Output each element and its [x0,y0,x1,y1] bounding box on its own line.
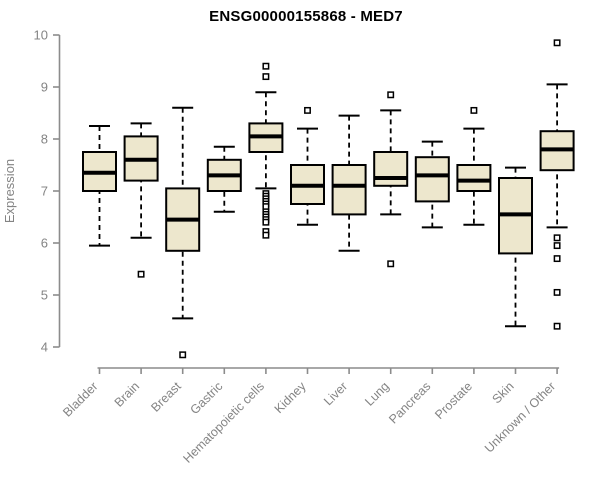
outlier-point [387,260,395,268]
outlier-point [553,288,561,296]
x-category-label: Gastric [188,379,226,417]
x-category-label: Liver [321,379,350,408]
outlier-point [262,62,270,70]
x-category-label: Pancreas [386,379,433,426]
outlier-point [179,351,187,359]
outlier-point [553,234,561,242]
x-category-label: Lung [362,379,392,409]
y-tick-label: 8 [41,132,48,147]
x-category-label: Prostate [432,379,475,422]
outlier-point [262,218,270,226]
box-lung [373,151,409,187]
x-category-label: Brain [112,379,143,410]
chart-title: ENSG00000155868 - MED7 [209,8,403,25]
x-category-label: Unknown / Other [482,379,558,455]
y-tick-label: 5 [41,288,48,303]
x-category-label: Skin [490,379,517,406]
outlier-point [387,91,395,99]
box-liver [331,164,367,216]
y-tick-label: 10 [34,28,48,43]
outlier-point [553,322,561,330]
outlier-point [553,255,561,263]
y-tick-label: 7 [41,184,48,199]
outlier-point [470,106,478,114]
outlier-point [137,270,145,278]
y-tick-label: 4 [41,340,48,355]
outlier-point [262,73,270,81]
x-category-label: Hematopoietic cells [180,379,267,466]
outlier-point [553,39,561,47]
outlier-point [304,106,311,114]
outlier-point [553,242,561,250]
box-pancreas [414,156,450,203]
y-tick-label: 6 [41,236,48,251]
y-tick-label: 9 [41,80,48,95]
x-category-label: Breast [148,379,184,415]
x-category-label: Bladder [60,379,100,419]
outlier-point [262,231,270,239]
x-category-label: Kidney [272,379,309,416]
y-axis-title: Expression [2,159,17,223]
box-prostate [456,164,492,192]
